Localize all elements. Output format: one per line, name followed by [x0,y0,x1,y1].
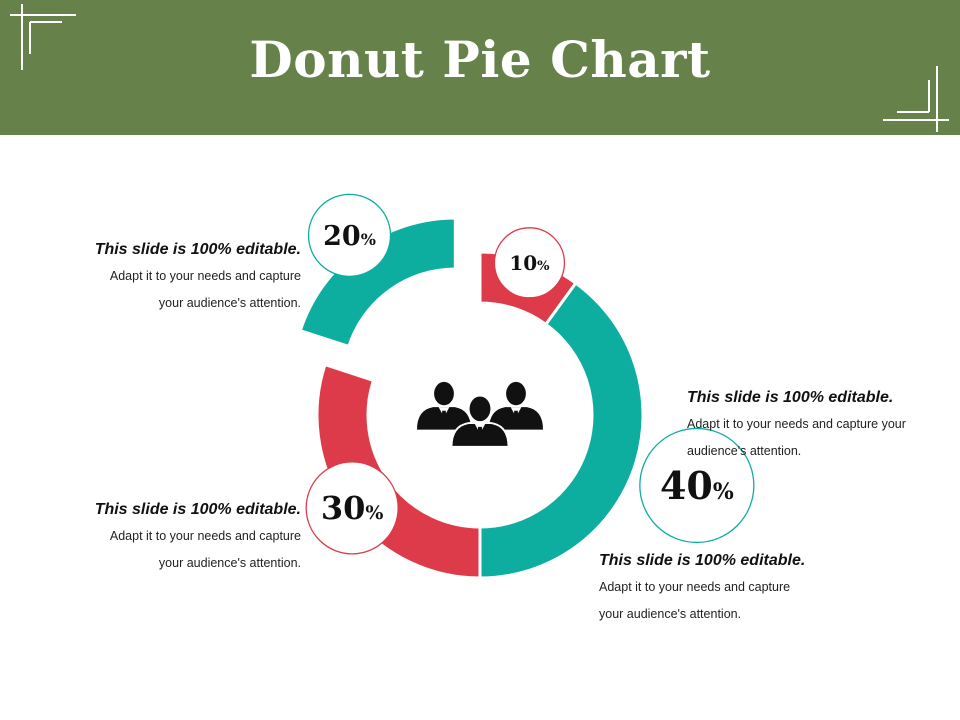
people-group-icon [417,381,543,448]
text-block-body: Adapt it to your needs and capture your … [599,574,859,628]
text-block-right: This slide is 100% editable. Adapt it to… [687,389,952,465]
donut-slice-20pct [298,216,457,349]
text-block-body: Adapt it to your needs and capture your … [687,411,952,465]
percent-bubble [305,461,399,555]
data-label: 40% [660,463,734,508]
text-block-body-line: your audience's attention. [158,556,301,570]
text-block-body-line: Adapt it to your needs and capture [109,269,301,283]
donut-slice-40pct [478,281,645,580]
text-block-body-line: your audience's attention. [158,296,301,310]
text-block-bottom-left: This slide is 100% editable. Adapt it to… [41,501,301,577]
text-block-body-line: Adapt it to your needs and capture your [687,417,906,431]
text-block-heading: This slide is 100% editable. [599,552,806,569]
text-block-heading: This slide is 100% editable. [687,389,894,406]
percent-bubble [639,427,755,544]
corner-decoration-top-left [10,4,76,70]
donut-slice-30pct [315,362,482,580]
text-block-body: Adapt it to your needs and capture your … [41,523,301,577]
text-block-heading: This slide is 100% editable. [94,501,301,518]
percent-bubble [307,193,392,278]
text-block-body-line: Adapt it to your needs and capture [109,529,301,543]
text-block-body-line: Adapt it to your needs and capture [599,580,791,594]
text-block-body-line: audience's attention. [687,444,802,458]
text-block-top-left: This slide is 100% editable. Adapt it to… [41,241,301,317]
data-label: 20% [323,221,376,252]
data-label: 10% [509,251,550,275]
header-bar [0,0,960,135]
corner-decoration-bottom-right [883,66,949,132]
text-block-heading: This slide is 100% editable. [94,241,301,258]
page-title: Donut Pie Chart [249,30,711,89]
text-block-body-line: your audience's attention. [599,607,742,621]
data-label: 30% [321,489,384,527]
text-block-bottom-right: This slide is 100% editable. Adapt it to… [599,552,859,628]
text-block-body: Adapt it to your needs and capture your … [41,263,301,317]
percent-bubble [493,227,566,299]
